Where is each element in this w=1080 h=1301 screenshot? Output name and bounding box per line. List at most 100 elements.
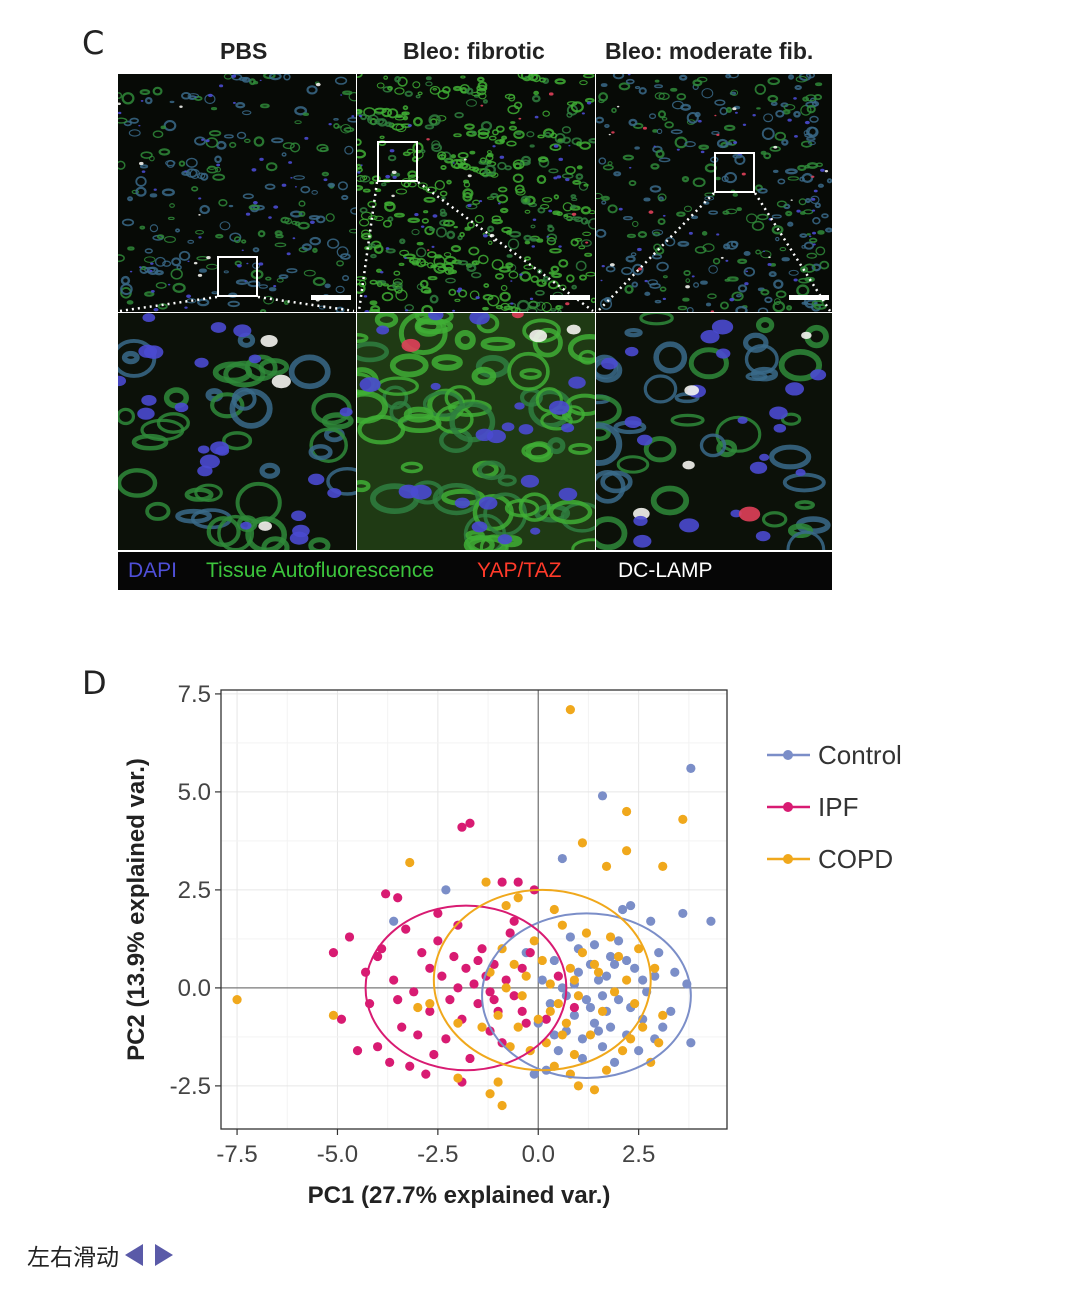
point-ipf — [344, 932, 355, 942]
point-control — [589, 940, 600, 950]
point-control — [658, 1022, 668, 1032]
point-ipf — [509, 916, 519, 926]
point-copd — [425, 998, 435, 1009]
point-ipf — [509, 991, 519, 1001]
point-ipf — [569, 1002, 579, 1013]
point-control — [553, 1046, 563, 1056]
scale-bar-fibrotic — [550, 295, 590, 300]
point-copd — [537, 955, 547, 966]
panel-c-letter: C — [82, 24, 105, 62]
point-copd — [485, 1089, 495, 1099]
ellipse-ipf — [364, 904, 568, 1072]
y-axis-label: PC2 (13.9% explained var.) — [123, 758, 150, 1061]
point-control — [557, 853, 567, 864]
point-copd — [622, 975, 632, 985]
point-ipf — [449, 951, 459, 962]
point-ipf — [465, 818, 475, 828]
point-copd — [509, 959, 519, 969]
point-control — [597, 1042, 608, 1052]
point-control — [529, 1069, 539, 1079]
point-copd — [561, 1018, 571, 1028]
point-ipf — [393, 995, 403, 1005]
legend-marker-copd — [783, 854, 793, 864]
point-ipf — [421, 1069, 431, 1079]
point-ipf — [352, 1046, 363, 1056]
point-control — [597, 791, 608, 801]
point-copd — [533, 1014, 543, 1024]
point-copd — [565, 704, 575, 715]
point-ipf — [489, 995, 499, 1005]
x-axis-label: PC1 (27.7% explained var.) — [308, 1182, 611, 1209]
point-copd — [569, 975, 579, 985]
point-control — [577, 1034, 588, 1044]
point-control — [626, 900, 636, 911]
point-copd — [650, 963, 660, 973]
point-control — [601, 971, 612, 981]
channel-legend-bar: DAPI Tissue Autofluorescence YAP/TAZ DC-… — [118, 552, 832, 590]
point-ipf — [553, 971, 563, 981]
point-ipf — [497, 877, 507, 887]
legend-marker-control — [783, 750, 793, 760]
point-ipf — [385, 1057, 395, 1067]
point-ipf — [505, 928, 515, 938]
point-control — [545, 998, 555, 1009]
point-ipf — [469, 979, 479, 989]
point-ipf — [477, 944, 487, 954]
point-ipf — [501, 975, 511, 985]
point-control — [666, 1006, 676, 1017]
point-control — [537, 975, 547, 985]
legend-label-control: Control — [818, 740, 902, 770]
point-ipf — [453, 920, 463, 930]
point-copd — [513, 1022, 523, 1032]
point-control — [573, 967, 584, 977]
point-copd — [585, 1030, 596, 1040]
micrograph-moderate-overview-texture — [596, 74, 832, 312]
point-copd — [517, 991, 527, 1001]
point-control — [549, 1030, 559, 1040]
point-copd — [521, 971, 531, 981]
swipe-left-arrow-icon[interactable] — [125, 1244, 143, 1266]
point-copd — [617, 1046, 628, 1056]
pca-scatter-chart: -7.5 -5.0 -2.5 0.0 2.5 -2.5 0.0 2.5 5.0 7.5 PC1 (2… — [123, 681, 902, 1209]
point-ipf — [485, 987, 495, 997]
y-tick-label: 5.0 — [178, 779, 211, 806]
point-ipf — [521, 1018, 531, 1028]
point-ipf — [457, 822, 467, 832]
point-ipf — [425, 1006, 435, 1017]
point-copd — [638, 1022, 648, 1032]
point-copd — [601, 1065, 612, 1075]
zoom-box-moderate — [714, 152, 755, 193]
point-ipf — [389, 975, 399, 985]
legend-dapi: DAPI — [128, 559, 178, 582]
point-control — [678, 908, 688, 919]
point-copd — [557, 920, 567, 930]
ellipse-copd — [432, 888, 652, 1072]
point-ipf — [425, 963, 435, 973]
ellipse-control — [481, 912, 692, 1080]
y-tick-label: -2.5 — [170, 1073, 211, 1100]
point-control — [569, 1010, 579, 1020]
point-copd — [549, 904, 559, 915]
micrograph-fibrotic-zoom — [357, 313, 595, 550]
point-ipf — [465, 1053, 475, 1064]
point-copd — [529, 936, 539, 946]
legend-dc-lamp: DC-LAMP — [618, 559, 713, 582]
point-ipf — [525, 948, 535, 958]
x-tick-label: 2.5 — [622, 1141, 655, 1168]
point-control — [549, 955, 559, 966]
point-ipf — [433, 908, 443, 919]
point-copd — [328, 1010, 339, 1020]
point-control — [634, 1046, 644, 1056]
point-control — [581, 995, 592, 1005]
column-title-bleo-moderate: Bleo: moderate fib. — [605, 38, 814, 64]
x-tick-label: 0.0 — [522, 1141, 555, 1168]
point-copd — [597, 1006, 608, 1017]
point-copd — [593, 967, 604, 977]
point-control — [593, 1026, 604, 1036]
point-control — [646, 916, 656, 926]
point-control — [605, 951, 616, 962]
swipe-right-arrow-icon[interactable] — [155, 1244, 173, 1266]
point-copd — [501, 983, 511, 993]
swipe-hint[interactable]: 左右滑动 — [27, 1238, 173, 1272]
point-copd — [581, 928, 592, 938]
